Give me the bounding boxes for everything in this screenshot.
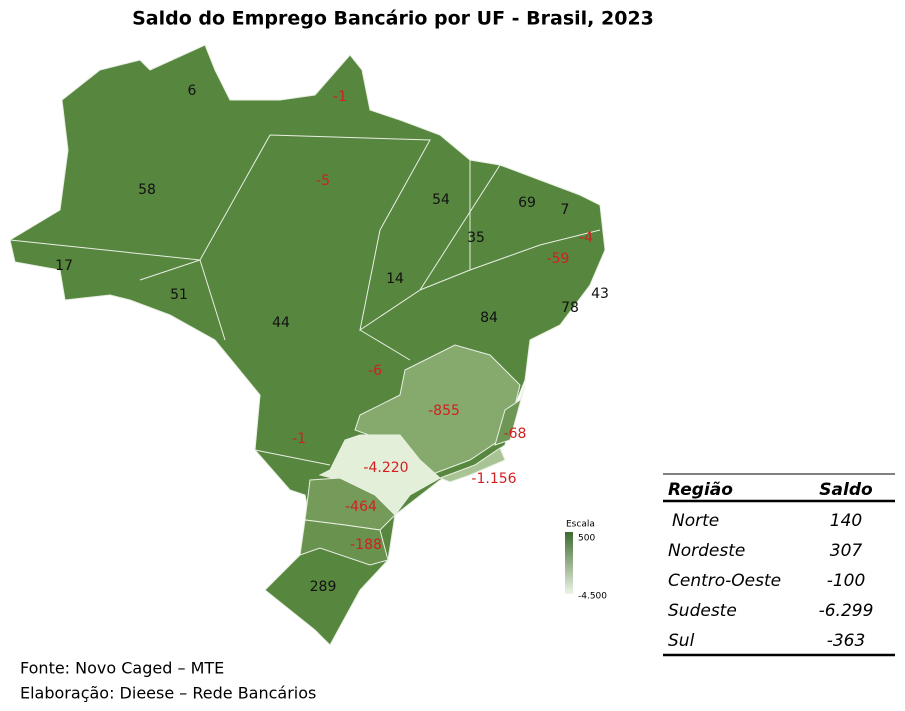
map-labels: 6 -1 58 -5 54 69 7 -4 35 -59 78 43 14 84 17 51 44 -6 -855 -… xyxy=(55,83,609,595)
state-value: 7 xyxy=(561,202,570,218)
brazil xyxy=(9,44,606,646)
legend-max: 500 xyxy=(578,534,595,544)
state-value: -6 xyxy=(368,363,382,379)
table-cell: Sul xyxy=(668,631,695,651)
table-cell: -363 xyxy=(827,631,866,651)
state-value: -188 xyxy=(350,537,382,553)
map xyxy=(9,44,606,646)
legend-gradient xyxy=(565,532,573,594)
state-value: 54 xyxy=(432,192,450,208)
state-value: -1 xyxy=(333,89,347,105)
state-borders xyxy=(9,134,601,466)
source: Fonte: Novo Caged – MTE xyxy=(20,659,224,678)
state-value: -1 xyxy=(292,431,306,447)
table-cell: 140 xyxy=(830,511,862,531)
table-header: Região xyxy=(668,480,733,500)
scale-legend: Escala 500 -4.500 xyxy=(565,520,607,602)
state-value: -59 xyxy=(547,251,570,267)
state-value: 78 xyxy=(561,300,579,316)
state-rj xyxy=(438,447,506,483)
table-cell: Nordeste xyxy=(668,541,745,561)
state-value: -68 xyxy=(504,426,527,442)
source: Elaboração: Dieese – Rede Bancários xyxy=(20,684,316,703)
state-value: -1.156 xyxy=(471,471,516,487)
table-cell: Sudeste xyxy=(668,601,737,621)
state-value: -5 xyxy=(316,173,330,189)
state-value: 35 xyxy=(467,230,485,246)
state-value: 58 xyxy=(138,182,156,198)
state-value: -464 xyxy=(345,499,377,515)
table-cell: 307 xyxy=(830,541,863,561)
state-value: 6 xyxy=(188,83,197,99)
state-es xyxy=(494,384,526,446)
state-sc xyxy=(299,519,389,566)
state-value: 17 xyxy=(55,258,73,274)
state-value: 43 xyxy=(591,286,609,302)
table-cell: Norte xyxy=(672,511,719,531)
table-cell: Centro-Oeste xyxy=(668,571,781,591)
state-value: 84 xyxy=(480,310,498,326)
region-table: Região Saldo Norte 140 Nordeste 307 Centro-Oes… xyxy=(663,473,895,657)
state-value: 69 xyxy=(518,195,536,211)
table-cell: -6.299 xyxy=(819,601,874,621)
table-header: Saldo xyxy=(819,480,873,500)
legend-min: -4.500 xyxy=(578,592,607,602)
state-value: 44 xyxy=(272,315,290,331)
state-value: 14 xyxy=(386,271,404,287)
state-value: 289 xyxy=(310,579,337,595)
state-value: -4.220 xyxy=(363,460,408,476)
legend-title: Escala xyxy=(566,520,595,530)
state-value: -855 xyxy=(428,403,460,419)
table-cell: -100 xyxy=(827,571,866,591)
title: Saldo do Emprego Bancário por UF - Brasi… xyxy=(132,8,654,30)
state-value: -4 xyxy=(579,230,593,246)
state-value: 51 xyxy=(170,287,188,303)
